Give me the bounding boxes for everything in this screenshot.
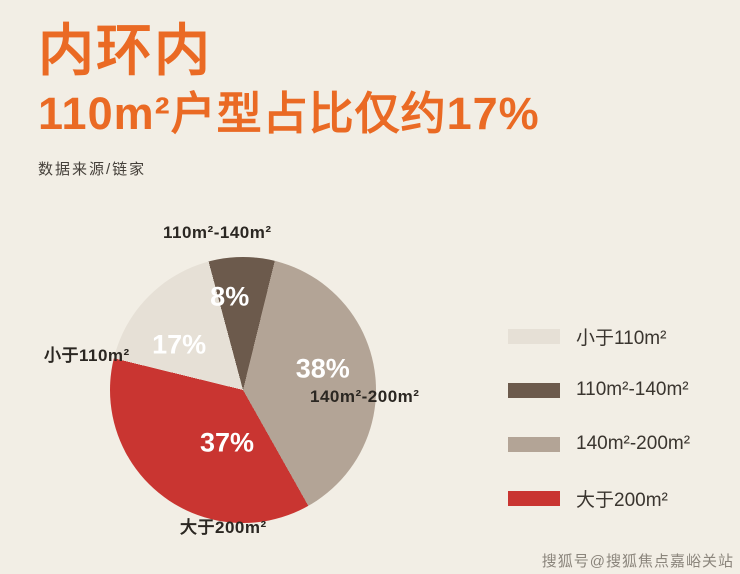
slice-label-140-200: 140m²-200m² xyxy=(310,387,420,406)
slice-label-over-200: 大于200m² xyxy=(180,518,267,537)
slice-label-under-110: 小于110m² xyxy=(44,346,130,365)
legend-item-110-140: 110m²-140m² xyxy=(508,379,733,400)
legend-item-140-200: 140m²-200m² xyxy=(508,433,733,454)
page-title: 内环内 xyxy=(38,19,212,82)
watermark: 搜狐号@搜狐焦点嘉峪关站 xyxy=(541,553,734,570)
legend: 小于110m² 110m²-140m² 140m²-200m² 大于200m² xyxy=(508,328,733,544)
legend-swatch-140-200 xyxy=(508,436,560,452)
page-subtitle: 110m²户型占比仅约17% xyxy=(38,87,540,139)
pie-value-label-17pct: 17% xyxy=(152,329,207,360)
pie-chart-area: 8% 17% 38% 37% 110m²-140m² 小于110m² 140m²… xyxy=(0,215,470,555)
legend-label-140-200: 140m²-200m² xyxy=(576,433,691,454)
legend-item-under-110: 小于110m² xyxy=(508,328,733,349)
legend-label-under-110: 小于110m² xyxy=(576,327,667,349)
legend-swatch-110-140 xyxy=(508,382,560,398)
legend-label-110-140: 110m²-140m² xyxy=(576,379,689,400)
pie-value-label-37pct: 37% xyxy=(200,427,255,458)
header: 内环内 110m²户型占比仅约17% 数据来源/链家 xyxy=(38,19,540,179)
slice-label-110-140: 110m²-140m² xyxy=(163,223,272,242)
pie-value-label-8pct: 8% xyxy=(210,281,250,312)
legend-label-over-200: 大于200m² xyxy=(576,489,668,511)
legend-item-over-200: 大于200m² xyxy=(508,490,733,511)
legend-swatch-over-200 xyxy=(508,490,560,506)
pie-value-label-38pct: 38% xyxy=(295,353,350,384)
pie-chart: 8% 17% 38% 37% xyxy=(110,257,376,523)
data-source-label: 数据来源/链家 xyxy=(38,161,147,179)
legend-swatch-under-110 xyxy=(508,328,560,344)
